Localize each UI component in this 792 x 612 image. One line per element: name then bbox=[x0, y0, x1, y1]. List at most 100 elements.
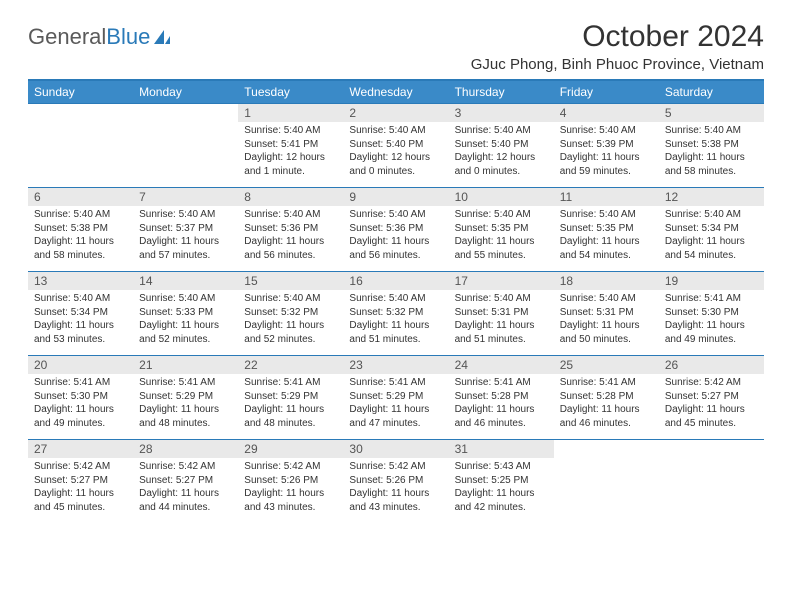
day-number: 4 bbox=[554, 104, 659, 122]
sunset-text: Sunset: 5:37 PM bbox=[139, 222, 232, 236]
sunrise-text: Sunrise: 5:41 AM bbox=[455, 376, 548, 390]
sunrise-text: Sunrise: 5:40 AM bbox=[455, 292, 548, 306]
daylight-text: Daylight: 11 hours and 52 minutes. bbox=[244, 319, 337, 346]
sunset-text: Sunset: 5:36 PM bbox=[349, 222, 442, 236]
day-info: Sunrise: 5:40 AMSunset: 5:33 PMDaylight:… bbox=[133, 290, 238, 350]
daylight-text: Daylight: 11 hours and 49 minutes. bbox=[665, 319, 758, 346]
sunset-text: Sunset: 5:34 PM bbox=[34, 306, 127, 320]
daylight-text: Daylight: 12 hours and 0 minutes. bbox=[349, 151, 442, 178]
day-number: 8 bbox=[238, 188, 343, 206]
page-header: GeneralBlue October 2024 GJuc Phong, Bin… bbox=[28, 20, 764, 73]
day-number: 10 bbox=[449, 188, 554, 206]
day-number: 21 bbox=[133, 356, 238, 374]
sunset-text: Sunset: 5:25 PM bbox=[455, 474, 548, 488]
daylight-text: Daylight: 11 hours and 47 minutes. bbox=[349, 403, 442, 430]
sunset-text: Sunset: 5:33 PM bbox=[139, 306, 232, 320]
calendar-day-cell: 21Sunrise: 5:41 AMSunset: 5:29 PMDayligh… bbox=[133, 356, 238, 440]
daylight-text: Daylight: 11 hours and 56 minutes. bbox=[349, 235, 442, 262]
day-info: Sunrise: 5:41 AMSunset: 5:28 PMDaylight:… bbox=[554, 374, 659, 434]
daylight-text: Daylight: 11 hours and 53 minutes. bbox=[34, 319, 127, 346]
day-info: Sunrise: 5:40 AMSunset: 5:35 PMDaylight:… bbox=[554, 206, 659, 266]
sunrise-text: Sunrise: 5:40 AM bbox=[455, 124, 548, 138]
daylight-text: Daylight: 11 hours and 48 minutes. bbox=[244, 403, 337, 430]
sunset-text: Sunset: 5:31 PM bbox=[560, 306, 653, 320]
day-info: Sunrise: 5:40 AMSunset: 5:32 PMDaylight:… bbox=[238, 290, 343, 350]
day-info: Sunrise: 5:40 AMSunset: 5:38 PMDaylight:… bbox=[659, 122, 764, 182]
day-info: Sunrise: 5:40 AMSunset: 5:38 PMDaylight:… bbox=[28, 206, 133, 266]
day-info: Sunrise: 5:42 AMSunset: 5:26 PMDaylight:… bbox=[238, 458, 343, 518]
daylight-text: Daylight: 12 hours and 1 minute. bbox=[244, 151, 337, 178]
sunrise-text: Sunrise: 5:40 AM bbox=[560, 124, 653, 138]
day-info: Sunrise: 5:40 AMSunset: 5:34 PMDaylight:… bbox=[28, 290, 133, 350]
sunrise-text: Sunrise: 5:42 AM bbox=[665, 376, 758, 390]
daylight-text: Daylight: 11 hours and 56 minutes. bbox=[244, 235, 337, 262]
calendar-week-row: 1Sunrise: 5:40 AMSunset: 5:41 PMDaylight… bbox=[28, 104, 764, 188]
calendar-day-cell: 3Sunrise: 5:40 AMSunset: 5:40 PMDaylight… bbox=[449, 104, 554, 188]
location-text: GJuc Phong, Binh Phuoc Province, Vietnam bbox=[471, 56, 764, 73]
calendar-day-cell bbox=[554, 440, 659, 524]
calendar-head: SundayMondayTuesdayWednesdayThursdayFrid… bbox=[28, 80, 764, 104]
day-number: 26 bbox=[659, 356, 764, 374]
calendar-day-cell: 22Sunrise: 5:41 AMSunset: 5:29 PMDayligh… bbox=[238, 356, 343, 440]
day-info: Sunrise: 5:41 AMSunset: 5:28 PMDaylight:… bbox=[449, 374, 554, 434]
calendar-day-cell: 13Sunrise: 5:40 AMSunset: 5:34 PMDayligh… bbox=[28, 272, 133, 356]
sunrise-text: Sunrise: 5:41 AM bbox=[34, 376, 127, 390]
calendar-day-cell: 23Sunrise: 5:41 AMSunset: 5:29 PMDayligh… bbox=[343, 356, 448, 440]
day-info: Sunrise: 5:40 AMSunset: 5:41 PMDaylight:… bbox=[238, 122, 343, 182]
day-info: Sunrise: 5:40 AMSunset: 5:31 PMDaylight:… bbox=[449, 290, 554, 350]
sunset-text: Sunset: 5:38 PM bbox=[34, 222, 127, 236]
calendar-day-cell bbox=[659, 440, 764, 524]
day-number: 18 bbox=[554, 272, 659, 290]
sunset-text: Sunset: 5:36 PM bbox=[244, 222, 337, 236]
weekday-header: Saturday bbox=[659, 80, 764, 104]
sunset-text: Sunset: 5:26 PM bbox=[349, 474, 442, 488]
sunset-text: Sunset: 5:31 PM bbox=[455, 306, 548, 320]
day-info: Sunrise: 5:40 AMSunset: 5:40 PMDaylight:… bbox=[343, 122, 448, 182]
day-number: 28 bbox=[133, 440, 238, 458]
weekday-row: SundayMondayTuesdayWednesdayThursdayFrid… bbox=[28, 80, 764, 104]
daylight-text: Daylight: 11 hours and 54 minutes. bbox=[665, 235, 758, 262]
logo: GeneralBlue bbox=[28, 24, 172, 50]
daylight-text: Daylight: 11 hours and 51 minutes. bbox=[455, 319, 548, 346]
day-number: 23 bbox=[343, 356, 448, 374]
day-info: Sunrise: 5:41 AMSunset: 5:29 PMDaylight:… bbox=[343, 374, 448, 434]
day-info: Sunrise: 5:40 AMSunset: 5:36 PMDaylight:… bbox=[343, 206, 448, 266]
day-info: Sunrise: 5:40 AMSunset: 5:31 PMDaylight:… bbox=[554, 290, 659, 350]
sunrise-text: Sunrise: 5:40 AM bbox=[349, 292, 442, 306]
day-number: 15 bbox=[238, 272, 343, 290]
daylight-text: Daylight: 11 hours and 48 minutes. bbox=[139, 403, 232, 430]
sunset-text: Sunset: 5:35 PM bbox=[455, 222, 548, 236]
weekday-header: Thursday bbox=[449, 80, 554, 104]
sunrise-text: Sunrise: 5:43 AM bbox=[455, 460, 548, 474]
sunset-text: Sunset: 5:27 PM bbox=[665, 390, 758, 404]
sunrise-text: Sunrise: 5:40 AM bbox=[244, 124, 337, 138]
calendar-day-cell: 17Sunrise: 5:40 AMSunset: 5:31 PMDayligh… bbox=[449, 272, 554, 356]
calendar-day-cell: 28Sunrise: 5:42 AMSunset: 5:27 PMDayligh… bbox=[133, 440, 238, 524]
calendar-page: GeneralBlue October 2024 GJuc Phong, Bin… bbox=[0, 0, 792, 544]
daylight-text: Daylight: 11 hours and 43 minutes. bbox=[244, 487, 337, 514]
calendar-week-row: 20Sunrise: 5:41 AMSunset: 5:30 PMDayligh… bbox=[28, 356, 764, 440]
day-info: Sunrise: 5:41 AMSunset: 5:30 PMDaylight:… bbox=[659, 290, 764, 350]
day-info: Sunrise: 5:41 AMSunset: 5:30 PMDaylight:… bbox=[28, 374, 133, 434]
calendar-day-cell: 1Sunrise: 5:40 AMSunset: 5:41 PMDaylight… bbox=[238, 104, 343, 188]
daylight-text: Daylight: 11 hours and 57 minutes. bbox=[139, 235, 232, 262]
weekday-header: Tuesday bbox=[238, 80, 343, 104]
sunset-text: Sunset: 5:40 PM bbox=[349, 138, 442, 152]
calendar-day-cell: 19Sunrise: 5:41 AMSunset: 5:30 PMDayligh… bbox=[659, 272, 764, 356]
sunset-text: Sunset: 5:40 PM bbox=[455, 138, 548, 152]
day-number: 16 bbox=[343, 272, 448, 290]
daylight-text: Daylight: 11 hours and 54 minutes. bbox=[560, 235, 653, 262]
sunrise-text: Sunrise: 5:42 AM bbox=[349, 460, 442, 474]
daylight-text: Daylight: 11 hours and 46 minutes. bbox=[560, 403, 653, 430]
daylight-text: Daylight: 11 hours and 52 minutes. bbox=[139, 319, 232, 346]
month-title: October 2024 bbox=[471, 20, 764, 54]
calendar-day-cell: 29Sunrise: 5:42 AMSunset: 5:26 PMDayligh… bbox=[238, 440, 343, 524]
day-number: 27 bbox=[28, 440, 133, 458]
calendar-day-cell: 15Sunrise: 5:40 AMSunset: 5:32 PMDayligh… bbox=[238, 272, 343, 356]
sunrise-text: Sunrise: 5:41 AM bbox=[665, 292, 758, 306]
sunrise-text: Sunrise: 5:40 AM bbox=[455, 208, 548, 222]
sunrise-text: Sunrise: 5:41 AM bbox=[560, 376, 653, 390]
daylight-text: Daylight: 12 hours and 0 minutes. bbox=[455, 151, 548, 178]
sunset-text: Sunset: 5:29 PM bbox=[244, 390, 337, 404]
day-number: 6 bbox=[28, 188, 133, 206]
